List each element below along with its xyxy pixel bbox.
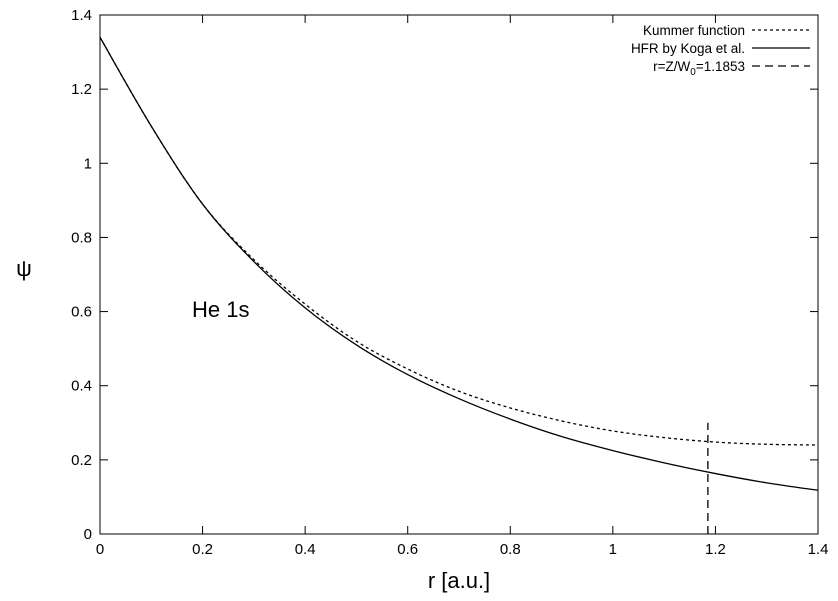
y-tick-label: 0.4 bbox=[71, 378, 92, 395]
y-tick-label: 0.8 bbox=[71, 229, 92, 246]
plot-frame bbox=[99, 14, 819, 535]
x-axis-title: r [a.u.] bbox=[428, 568, 490, 593]
legend-label-kummer: Kummer function bbox=[643, 23, 745, 38]
y-tick-label: 1.2 bbox=[71, 81, 92, 98]
hfr-koga-line bbox=[99, 36, 819, 491]
y-tick-label: 1 bbox=[84, 155, 92, 172]
legend-label-r-marker: r=Z/W0=1.1853 bbox=[653, 59, 745, 78]
kummer-function-line bbox=[99, 36, 819, 446]
annotation-he-1s: He 1s bbox=[192, 297, 249, 322]
x-tick-label: 0 bbox=[96, 541, 104, 558]
y-tick-label: 0 bbox=[84, 526, 92, 543]
x-tick-label: 1.4 bbox=[808, 541, 829, 558]
x-tick-label: 1 bbox=[609, 541, 617, 558]
y-tick-label: 1.4 bbox=[71, 7, 92, 24]
x-tick-label: 0.4 bbox=[295, 541, 316, 558]
x-tick-label: 0.2 bbox=[192, 541, 213, 558]
y-axis-title: ψ bbox=[16, 256, 32, 281]
x-tick-label: 0.6 bbox=[397, 541, 418, 558]
y-tick-label: 0.6 bbox=[71, 304, 92, 321]
legend-label-hfr: HFR by Koga et al. bbox=[631, 41, 745, 56]
x-tick-label: 1.2 bbox=[705, 541, 726, 558]
x-tick-label: 0.8 bbox=[500, 541, 521, 558]
legend: Kummer function HFR by Koga et al. r=Z/W… bbox=[631, 23, 810, 78]
y-tick-label: 0.2 bbox=[71, 452, 92, 469]
